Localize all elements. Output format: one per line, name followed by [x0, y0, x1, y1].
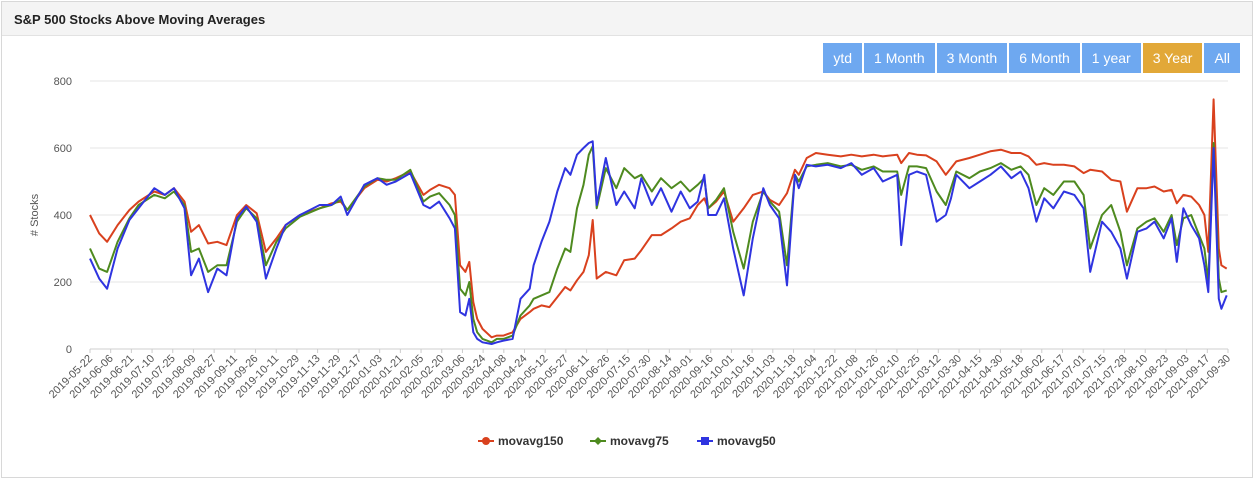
legend-item-movavg150[interactable]: movavg150 — [478, 434, 564, 448]
panel-header: S&P 500 Stocks Above Moving Averages — [2, 2, 1252, 36]
legend-marker-diamond — [594, 437, 602, 445]
y-tick-label: 0 — [66, 344, 72, 356]
legend-item-movavg75[interactable]: movavg75 — [590, 434, 669, 448]
legend-marker-square — [701, 437, 709, 445]
y-tick-label: 200 — [54, 277, 72, 289]
y-tick-label: 600 — [54, 143, 72, 155]
y-tick-label: 800 — [54, 76, 72, 88]
range-1-month-button[interactable]: 1 Month — [864, 43, 935, 73]
y-tick-label: 400 — [54, 210, 72, 222]
legend-label: movavg150 — [498, 434, 564, 448]
legend[interactable]: movavg150 movavg75 movavg50 — [478, 434, 776, 448]
legend-marker-circle — [482, 437, 490, 445]
y-axis-ticks: 0 200 400 600 800 — [54, 76, 72, 356]
panel-title: S&P 500 Stocks Above Moving Averages — [14, 12, 266, 27]
range-1-year-button[interactable]: 1 year — [1081, 43, 1141, 73]
grid-lines — [90, 80, 1228, 350]
legend-label: movavg50 — [717, 434, 776, 448]
series-line-movavg75 — [89, 142, 1228, 344]
series-line-movavg150 — [89, 98, 1228, 339]
legend-label: movavg75 — [610, 434, 669, 448]
range-ytd-button[interactable]: ytd — [823, 43, 863, 73]
range-6-month-button[interactable]: 6 Month — [1009, 43, 1080, 73]
x-axis-ticks: 2019-05-222019-06-062019-06-212019-07-10… — [47, 349, 1233, 401]
series-line-movavg50 — [89, 140, 1228, 345]
legend-item-movavg50[interactable]: movavg50 — [697, 434, 776, 448]
series-lines — [89, 98, 1228, 345]
range-selector: ytd 1 Month 3 Month 6 Month 1 year 3 Yea… — [823, 43, 1240, 73]
range-all-button[interactable]: All — [1204, 43, 1240, 73]
range-3-year-button[interactable]: 3 Year — [1142, 43, 1203, 73]
range-3-month-button[interactable]: 3 Month — [936, 43, 1008, 73]
y-axis-title: # Stocks — [29, 193, 41, 236]
